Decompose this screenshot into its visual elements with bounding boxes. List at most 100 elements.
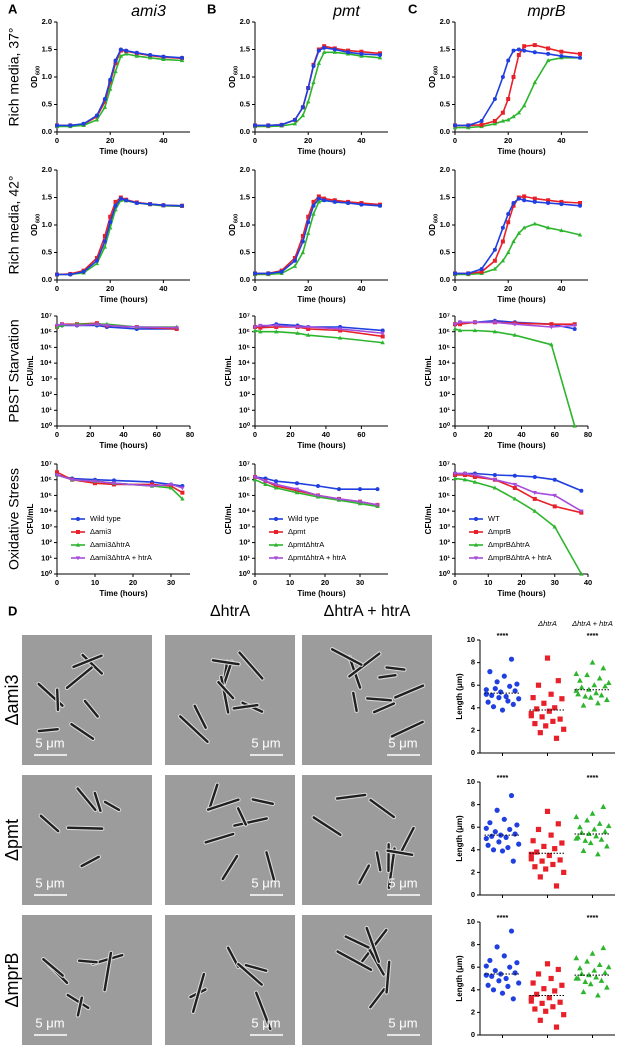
marker: [545, 225, 551, 230]
marker: [559, 696, 565, 702]
cell: [83, 699, 99, 718]
cell: [39, 814, 60, 833]
marker: [587, 839, 594, 846]
marker: [358, 487, 362, 492]
marker: [553, 735, 560, 741]
marker: [549, 322, 554, 327]
series-line: [454, 477, 583, 575]
legend-label: Δami3ΔhtrA: [90, 540, 130, 549]
cell: [65, 666, 93, 690]
marker: [552, 493, 557, 498]
marker: [496, 978, 502, 984]
y-tick-label: 10⁴: [40, 506, 52, 515]
marker: [561, 726, 567, 732]
y-tick-label: 10⁵: [438, 342, 450, 351]
y-tick-label: 1.0: [440, 72, 450, 81]
y-tick-label: 8: [471, 800, 475, 809]
marker: [605, 964, 612, 970]
x-axis-label: Time (hours): [297, 589, 346, 598]
cell: [236, 807, 247, 826]
marker: [74, 323, 80, 328]
y-tick-label: 0.0: [440, 275, 450, 284]
marker: [548, 832, 554, 838]
marker: [466, 271, 471, 276]
marker: [316, 199, 322, 204]
row-title: PBST Starvation: [6, 319, 22, 422]
marker: [180, 496, 185, 501]
marker: [552, 524, 557, 529]
marker: [541, 700, 547, 706]
x-tick-label: 40: [159, 284, 167, 293]
marker: [546, 46, 551, 51]
y-axis-label-sub: 600: [233, 66, 239, 75]
cell: [37, 728, 59, 733]
marker: [589, 659, 596, 665]
cell: [42, 958, 64, 977]
marker: [492, 258, 497, 263]
marker: [378, 203, 383, 208]
marker: [544, 655, 551, 661]
series-line: [254, 478, 378, 508]
marker: [575, 975, 581, 981]
marker: [595, 851, 601, 857]
marker: [552, 846, 558, 852]
legend-label: Δami3: [90, 527, 111, 536]
x-tick-label: 20: [129, 578, 137, 587]
marker: [559, 228, 564, 233]
marker: [559, 49, 564, 54]
marker: [81, 269, 86, 274]
marker: [532, 199, 537, 204]
marker: [274, 517, 278, 521]
marker: [274, 323, 279, 328]
cell: [394, 684, 425, 699]
micrograph-header: ΔhtrA + htrA: [324, 603, 411, 620]
y-axis-label: CFU/mL: [224, 504, 233, 535]
y-tick-label: 0: [471, 1030, 475, 1039]
cell: [366, 697, 393, 702]
marker: [311, 199, 316, 204]
series-line: [255, 197, 381, 275]
marker: [511, 48, 516, 53]
marker: [118, 53, 124, 58]
y-tick-label: 0.5: [440, 247, 450, 256]
marker: [492, 97, 497, 101]
marker: [306, 332, 311, 337]
marker: [532, 864, 538, 870]
cell: [66, 993, 90, 1010]
marker: [108, 214, 113, 219]
marker: [452, 322, 458, 327]
marker: [273, 542, 279, 547]
marker: [54, 473, 60, 478]
marker: [539, 714, 545, 720]
y-tick-label: 10³: [439, 374, 450, 383]
y-tick-label: 0.5: [240, 247, 250, 256]
marker: [591, 967, 598, 973]
y-tick-label: 10¹: [41, 553, 52, 562]
marker: [514, 822, 520, 828]
marker: [543, 1008, 549, 1014]
marker: [54, 323, 60, 328]
y-axis-label-main: CFU/mL: [424, 504, 433, 535]
y-tick-label: 8: [471, 940, 475, 949]
marker: [274, 530, 278, 534]
y-tick-label: 2.0: [440, 17, 450, 26]
legend-label: ΔpmtΔhtrA: [288, 540, 324, 549]
marker: [252, 328, 258, 333]
marker: [544, 961, 551, 967]
x-tick-label: 30: [167, 578, 175, 587]
marker: [596, 675, 603, 681]
marker: [532, 43, 537, 48]
x-tick-label: 20: [106, 284, 114, 293]
y-tick-label: 10⁶: [40, 475, 52, 484]
marker: [521, 225, 527, 230]
x-tick-label: 40: [357, 136, 365, 145]
y-axis-label-main: OD: [428, 224, 437, 236]
y-tick-label: 10⁵: [238, 490, 250, 499]
marker: [472, 479, 478, 484]
marker: [511, 203, 516, 208]
scale-bar-label: 5 μm: [388, 1015, 417, 1030]
significance: ****: [587, 631, 599, 640]
marker: [134, 325, 139, 330]
